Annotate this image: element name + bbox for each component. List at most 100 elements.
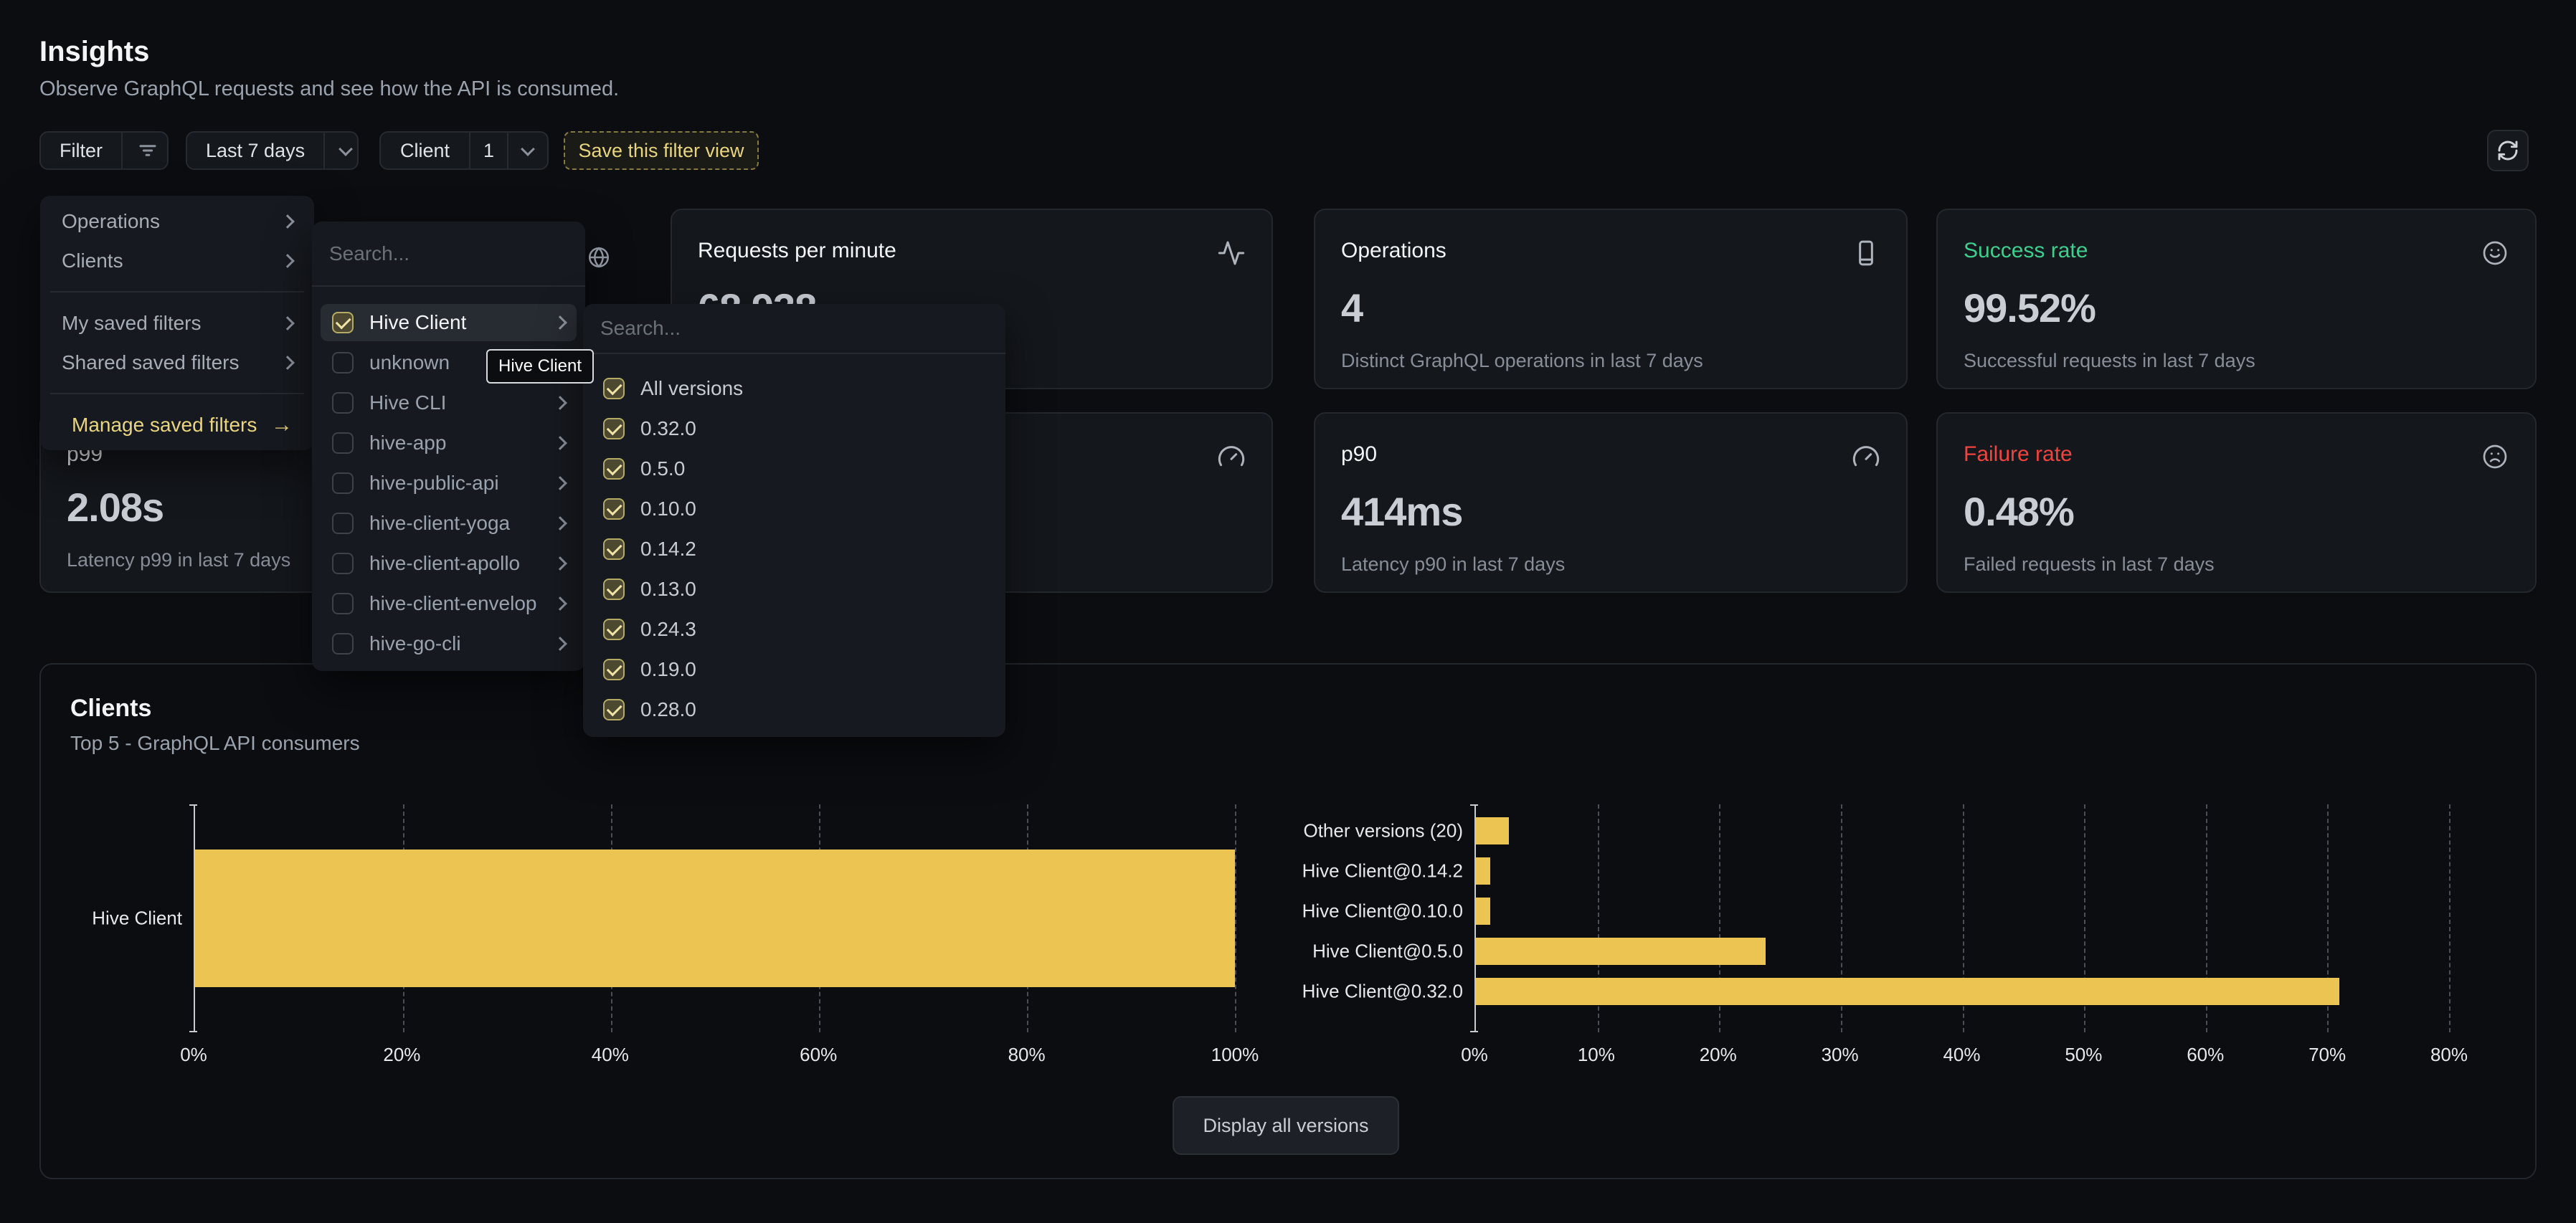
clients-search-row	[312, 222, 589, 287]
version-row[interactable]: 0.5.0	[592, 450, 997, 487]
filter-button-label: Filter	[60, 139, 103, 161]
refresh-button[interactable]	[2487, 130, 2529, 171]
category-label: Hive Client	[92, 907, 182, 929]
save-filter-view-button[interactable]: Save this filter view	[564, 131, 759, 170]
client-row-hive-client-apollo[interactable]: hive-client-apollo	[321, 545, 577, 582]
stat-description: Successful requests in last 7 days	[1964, 350, 2255, 371]
filter-button[interactable]: Filter	[39, 131, 169, 170]
checkbox[interactable]	[332, 312, 354, 333]
device-icon	[1852, 239, 1880, 267]
chevron-right-icon	[553, 436, 567, 450]
client-row-hive-client[interactable]: Hive Client	[321, 304, 577, 341]
client-filter-dropdown[interactable]: Client 1	[379, 131, 549, 170]
client-row-hive-go-cli[interactable]: hive-go-cli	[321, 625, 577, 662]
checkbox[interactable]	[603, 458, 625, 480]
checkbox[interactable]	[603, 418, 625, 439]
version-row[interactable]: 0.19.0	[592, 651, 997, 688]
checkbox[interactable]	[603, 498, 625, 520]
axis-tick-label: 70%	[2309, 1044, 2347, 1065]
axis-tick-label: 60%	[800, 1044, 838, 1065]
version-row[interactable]: 0.13.0	[592, 571, 997, 608]
version-row[interactable]: 0.32.0	[592, 410, 997, 447]
version-row[interactable]: 0.10.0	[592, 490, 997, 528]
client-row-hive-client-envelop[interactable]: hive-client-envelop	[321, 585, 577, 622]
axis-tick-label: 10%	[1577, 1044, 1615, 1065]
bar-Hive Client@0.14.2[interactable]	[1476, 857, 1491, 885]
menu-item-operations[interactable]: Operations	[49, 201, 306, 241]
version-row[interactable]: 0.24.3	[592, 611, 997, 648]
checkbox[interactable]	[603, 378, 625, 399]
gridline	[2084, 804, 2086, 1032]
chevron-down-icon[interactable]	[508, 133, 547, 168]
client-filter-label: Client	[399, 139, 450, 161]
bar-Other versions (20)[interactable]	[1476, 817, 1509, 844]
stat-value: 99.52%	[1964, 285, 2096, 330]
client-row-hive-client-yoga[interactable]: hive-client-yoga	[321, 505, 577, 542]
checkbox[interactable]	[332, 553, 354, 574]
checkbox[interactable]	[603, 699, 625, 720]
axis-tick-label: 20%	[383, 1044, 421, 1065]
checkbox[interactable]	[332, 432, 354, 454]
versions-search-input[interactable]	[599, 316, 990, 341]
client-label: hive-public-api	[369, 472, 499, 494]
gridline	[1719, 804, 1721, 1032]
stat-card-p90: p90 414ms Latency p90 in last 7 days	[1314, 412, 1908, 593]
menu-item-clients[interactable]: Clients	[49, 241, 306, 280]
client-label: hive-client-yoga	[369, 512, 511, 534]
clients-dropdown-menu: Hive Client unknown Hive CLI hive-app hi…	[312, 222, 589, 671]
stat-card-failure-rate: Failure rate 0.48% Failed requests in la…	[1936, 412, 2537, 593]
checkbox[interactable]	[603, 619, 625, 640]
filter-lines-icon[interactable]	[123, 133, 173, 168]
bar-Hive Client@0.10.0[interactable]	[1476, 898, 1491, 925]
time-range-dropdown[interactable]: Last 7 days	[186, 131, 359, 170]
version-row[interactable]: 0.14.2	[592, 530, 997, 568]
chevron-right-icon	[553, 315, 567, 330]
client-row-hive-app[interactable]: hive-app	[321, 424, 577, 462]
clients-search-input[interactable]	[328, 241, 589, 266]
category-label: Other versions (20)	[1303, 819, 1463, 842]
stat-card-operations: Operations 4 Distinct GraphQL operations…	[1314, 209, 1908, 389]
bar-Hive Client@0.32.0[interactable]	[1476, 978, 2340, 1005]
client-row-hive-public-api[interactable]: hive-public-api	[321, 465, 577, 502]
checkbox[interactable]	[603, 538, 625, 560]
checkbox[interactable]	[332, 633, 354, 655]
client-row-hive-cli[interactable]: Hive CLI	[321, 384, 577, 422]
checkbox[interactable]	[332, 392, 354, 414]
clients-panel-subtitle: Top 5 - GraphQL API consumers	[70, 732, 360, 754]
version-row-all-versions[interactable]: All versions	[592, 370, 997, 407]
clients-panel: Clients Top 5 - GraphQL API consumers Hi…	[39, 663, 2537, 1179]
globe-icon[interactable]	[587, 245, 611, 270]
manage-saved-filters-link[interactable]: Manage saved filters →	[49, 405, 306, 444]
stat-card-success-rate: Success rate 99.52% Successful requests …	[1936, 209, 2537, 389]
checkbox[interactable]	[332, 352, 354, 373]
axis-tick-label: 20%	[1699, 1044, 1737, 1065]
axis-tick-label: 50%	[2065, 1044, 2103, 1065]
menu-item-shared-saved-filters[interactable]: Shared saved filters	[49, 343, 306, 382]
checkbox[interactable]	[332, 472, 354, 494]
client-label: hive-app	[369, 432, 447, 454]
display-all-versions-button[interactable]: Display all versions	[1173, 1096, 1399, 1155]
refresh-icon	[2496, 139, 2519, 162]
axis-tick-label: 80%	[2430, 1044, 2468, 1065]
filter-dropdown-menu: Operations Clients My saved filters Shar…	[40, 196, 314, 450]
divider	[121, 133, 123, 168]
checkbox[interactable]	[332, 513, 354, 534]
client-row-unknown[interactable]: unknown	[321, 344, 577, 381]
divider	[507, 133, 508, 168]
gridline	[1235, 804, 1236, 1032]
checkbox[interactable]	[603, 659, 625, 680]
versions-search-row	[583, 304, 1005, 354]
checkbox[interactable]	[603, 579, 625, 600]
menu-item-my-saved-filters[interactable]: My saved filters	[49, 303, 306, 343]
bar-Hive Client@0.5.0[interactable]	[1476, 938, 1766, 965]
stat-title: p90	[1341, 442, 1378, 466]
version-label: 0.28.0	[640, 698, 696, 720]
chevron-down-icon[interactable]	[325, 133, 366, 168]
category-label: Hive Client@0.32.0	[1302, 980, 1463, 1002]
gridline	[2327, 804, 2329, 1032]
category-label: Hive Client@0.10.0	[1302, 900, 1463, 922]
category-label: Hive Client@0.14.2	[1302, 860, 1463, 882]
bar-Hive Client[interactable]	[195, 850, 1235, 987]
version-row[interactable]: 0.28.0	[592, 691, 997, 728]
checkbox[interactable]	[332, 593, 354, 614]
